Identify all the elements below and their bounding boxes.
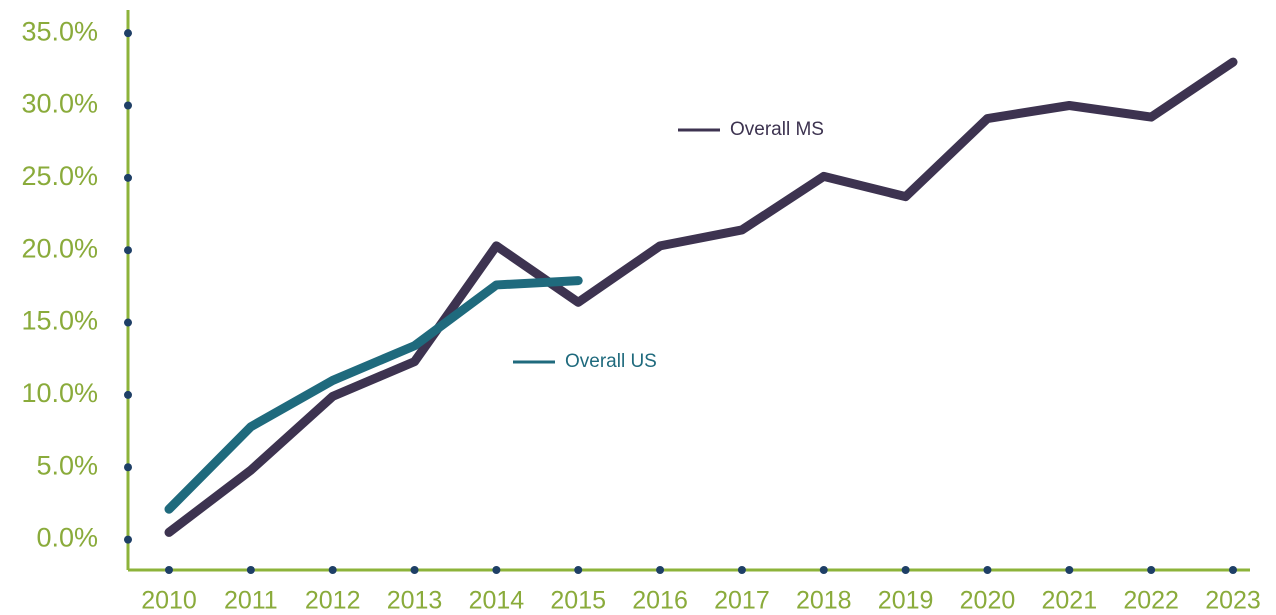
x-tick-mark (1065, 566, 1074, 574)
x-tick-mark (165, 566, 173, 574)
x-tick-mark (819, 566, 828, 574)
x-tick-mark (983, 566, 992, 574)
line-series (164, 276, 583, 514)
x-tick-label: 2015 (550, 587, 606, 615)
x-tick-label: 2012 (305, 587, 361, 615)
legend-label: Overall US (565, 351, 657, 372)
y-tick-label: 35.0% (21, 16, 98, 46)
x-tick-mark (1229, 566, 1237, 574)
y-tick-label: 20.0% (21, 233, 98, 263)
y-tick-label: 10.0% (21, 378, 98, 408)
y-tick-mark (124, 101, 132, 110)
x-tick-mark (737, 566, 746, 574)
y-tick-mark (124, 535, 132, 544)
x-tick-mark (328, 566, 337, 574)
x-tick-label: 2014 (469, 587, 525, 615)
y-tick-mark (124, 173, 132, 182)
x-tick-mark (901, 566, 910, 574)
y-tick-label: 30.0% (21, 89, 98, 119)
x-tick-label: 2013 (387, 587, 443, 615)
y-tick-label: 25.0% (21, 161, 98, 191)
line-series (164, 57, 1238, 537)
legend-label: Overall MS (730, 119, 824, 140)
x-tick-label: 2023 (1205, 587, 1261, 615)
x-tick-label: 2018 (796, 587, 852, 615)
x-tick-label: 2010 (141, 587, 197, 615)
x-tick-mark (656, 566, 665, 574)
x-tick-label: 2019 (878, 587, 934, 615)
y-tick-mark (124, 318, 132, 327)
x-tick-mark (410, 566, 419, 574)
y-tick-label: 15.0% (21, 306, 98, 336)
y-tick-label: 5.0% (36, 450, 98, 480)
y-tick-mark (124, 246, 132, 255)
x-tick-label: 2011 (224, 587, 278, 615)
x-tick-label: 2017 (714, 587, 770, 615)
x-tick-label: 2021 (1041, 587, 1097, 615)
y-tick-label: 0.0% (36, 523, 98, 553)
y-tick-mark (124, 463, 132, 472)
x-tick-label: 2016 (632, 587, 688, 615)
x-tick-mark (246, 566, 255, 574)
x-tick-mark (492, 566, 501, 574)
x-tick-label: 2020 (960, 587, 1016, 615)
x-tick-label: 2022 (1123, 587, 1179, 615)
y-tick-mark (124, 390, 132, 399)
x-tick-mark (574, 566, 583, 574)
x-tick-mark (1147, 566, 1156, 574)
y-tick-mark (124, 29, 132, 38)
